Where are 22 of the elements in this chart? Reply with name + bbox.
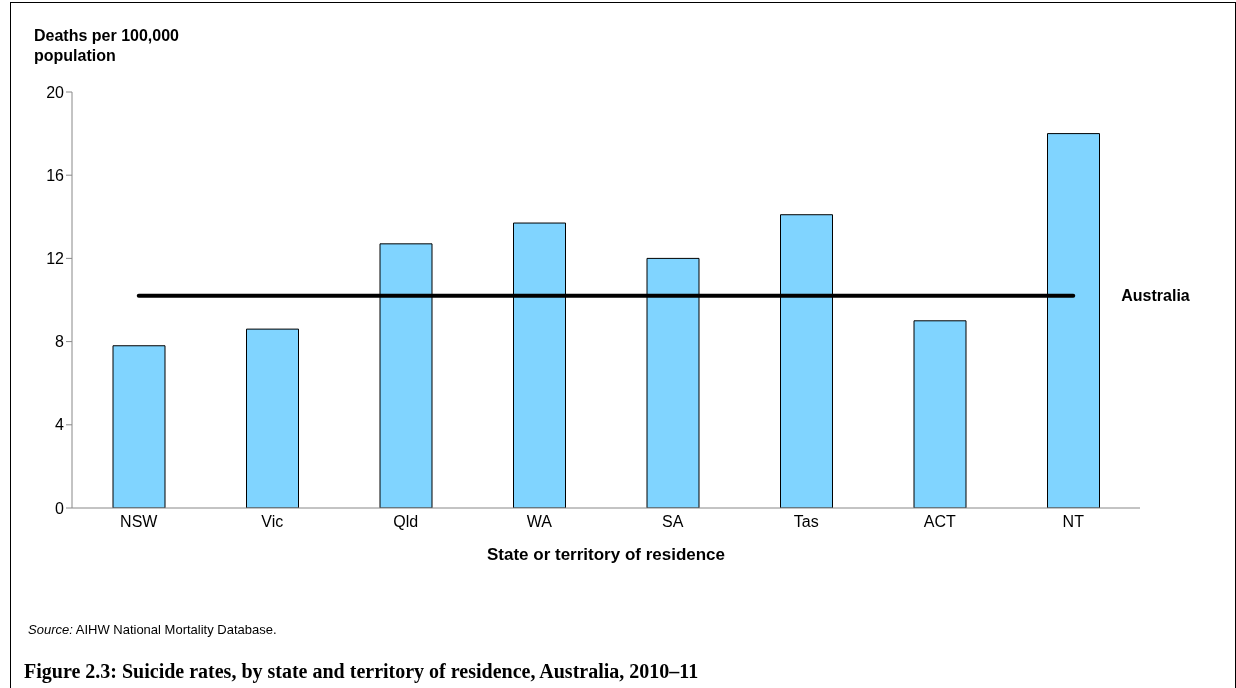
bar: [913, 320, 967, 508]
bar: [112, 345, 166, 508]
ref-line-label: Australia: [1121, 286, 1190, 304]
x-tick-label: NT: [1062, 513, 1085, 531]
x-tick-label: ACT: [923, 513, 956, 531]
y-tick-label: 4: [55, 416, 65, 434]
x-tick-label: Tas: [793, 513, 819, 531]
x-tick-label: NSW: [120, 513, 159, 531]
x-tick-label: Qld: [393, 513, 419, 531]
x-tick-label: WA: [526, 513, 553, 531]
text: Figure 2.3: Suicide rates, by state and territory of residence, Australia, 2010–11: [24, 660, 699, 683]
source-note: Source: AIHW National Mortality Database.: [28, 622, 277, 637]
x-tick-label: SA: [662, 513, 684, 531]
y-tick-label: 8: [55, 333, 65, 351]
x-tick-label: Vic: [261, 513, 284, 531]
y-axis-title: Deaths per 100,000 population: [34, 26, 180, 66]
y-tick-label: 20: [46, 83, 65, 101]
y-tick-label: 16: [46, 166, 65, 184]
y-tick-label: 12: [46, 250, 65, 268]
y-tick-label: 0: [55, 499, 65, 517]
bar: [246, 328, 299, 508]
x-axis-title: State or territory of residence: [486, 545, 726, 564]
